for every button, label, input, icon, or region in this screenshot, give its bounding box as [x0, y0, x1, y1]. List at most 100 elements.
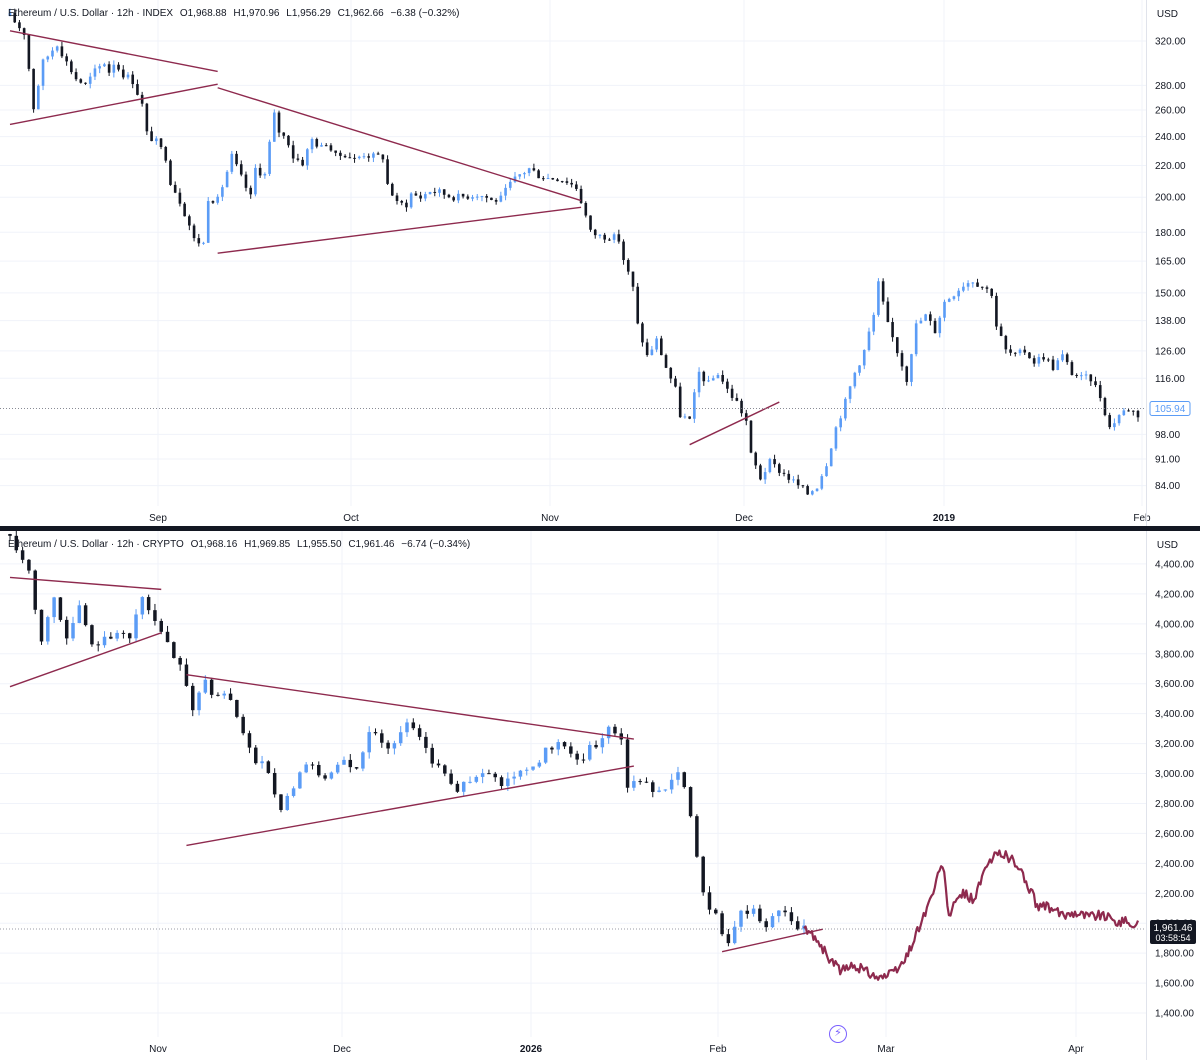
candle-body [150, 131, 153, 142]
candle-body [1080, 375, 1083, 377]
candle-body [862, 349, 866, 366]
candle-body [962, 286, 965, 291]
candle-body [398, 732, 403, 744]
candle-body [1084, 374, 1088, 376]
candle-body [433, 191, 437, 193]
candle-body [211, 201, 215, 203]
candle-body [683, 416, 687, 418]
price-tick-label: 1,600.00 [1155, 979, 1194, 990]
candle-body [222, 693, 227, 696]
candle-body [348, 157, 352, 159]
price-axis-border [1146, 0, 1147, 526]
candle-body [924, 314, 927, 321]
candle-body [990, 288, 993, 296]
pane-divider[interactable] [0, 526, 1200, 531]
candle-body [376, 153, 380, 155]
candle-body [126, 74, 130, 78]
candle-body [546, 178, 550, 180]
candle-body [622, 241, 625, 261]
candle-body [424, 736, 428, 748]
candle-body [134, 614, 138, 639]
candle-body [952, 296, 956, 299]
candle-body [730, 388, 734, 398]
candle-body [430, 747, 434, 764]
candle-body [768, 459, 772, 473]
price-tick-label: 240.00 [1155, 132, 1186, 143]
trendline [9, 30, 218, 73]
time-tick-label: Nov [149, 1044, 167, 1055]
candle-body [801, 485, 805, 487]
candle-body [447, 194, 451, 198]
symbol-label: Ethereum / U.S. Dollar · 12h · CRYPTO [8, 539, 184, 550]
time-tick-label: Nov [541, 513, 559, 524]
candle-body [461, 193, 465, 197]
price-tick-label: 4,000.00 [1155, 619, 1194, 630]
price-tick-label: 3,000.00 [1155, 769, 1194, 780]
currency-label[interactable]: USD [1156, 540, 1178, 551]
candle-body [60, 46, 64, 57]
trendline [186, 674, 634, 740]
ohlc-open: O1,968.16 [190, 539, 238, 550]
candle-body [121, 69, 125, 78]
price-tick-label: 3,800.00 [1155, 649, 1194, 660]
candle-body [651, 782, 655, 792]
candle-body [844, 398, 847, 419]
candle-body [367, 732, 371, 753]
candle-body [1047, 359, 1050, 361]
candle-body [1004, 335, 1008, 350]
lightning-icon[interactable]: ⚡ [829, 1025, 847, 1043]
candle-body [625, 739, 630, 788]
candle-body [523, 173, 526, 175]
candle-body [178, 657, 182, 665]
ohlc-change: −6.38 (−0.32%) [390, 8, 460, 19]
candle-body [405, 202, 408, 208]
candle-body [329, 772, 334, 779]
candle-body [657, 790, 661, 792]
chart-pane-bottom[interactable]: 4,400.00 4,200.00 4,000.00 3,800.00 3,600.00… [0, 531, 1200, 1060]
symbol-label: Ethereum / U.S. Dollar · 12h · INDEX [8, 8, 174, 19]
trendline [9, 83, 218, 126]
candle-body [999, 326, 1003, 336]
candle-body [140, 597, 145, 615]
chart-pane-top[interactable]: 320.00 280.00 260.00 240.00 220.00 200.00 180.… [0, 0, 1200, 526]
candle-body [64, 619, 69, 639]
candle-body [1023, 349, 1027, 353]
candle-body [711, 378, 715, 381]
candle-body [381, 154, 385, 160]
candle-body [782, 472, 786, 474]
candle-body [107, 64, 111, 73]
candle-body [594, 744, 598, 748]
candle-body [1070, 362, 1074, 375]
candle-body [55, 46, 59, 51]
time-axis: Sep Oct Nov Dec 2019 Feb [149, 513, 1151, 524]
candle-body [815, 488, 819, 492]
candle-body [600, 738, 605, 748]
candle-body [480, 196, 484, 198]
candle-body [839, 418, 842, 428]
candle-body [770, 916, 775, 928]
price-tick-label: 98.00 [1155, 430, 1180, 441]
ohlc-close: C1,962.66 [337, 8, 384, 19]
candle-body [1028, 352, 1031, 359]
ohlc-close: C1,961.46 [348, 539, 395, 550]
candle-body [513, 176, 517, 182]
candle-body [155, 138, 158, 142]
price-chart-top[interactable]: 320.00 280.00 260.00 240.00 220.00 200.00 180.… [0, 0, 1200, 526]
time-tick-label: 2019 [933, 513, 956, 524]
candle-body [919, 320, 923, 324]
candle-body [52, 597, 56, 618]
candle-body [570, 182, 573, 185]
ohlc-high: H1,970.96 [233, 8, 280, 19]
candle-body [249, 187, 253, 195]
candle-body [957, 290, 960, 297]
candle-body [457, 193, 460, 201]
currency-label[interactable]: USD [1156, 9, 1178, 20]
candle-body [806, 486, 809, 495]
candle-body [655, 338, 658, 350]
candle-body [543, 747, 548, 763]
candle-body [980, 286, 984, 288]
candle-body [475, 196, 479, 198]
price-chart-bottom[interactable]: 4,400.00 4,200.00 4,000.00 3,800.00 3,600.00… [0, 531, 1200, 1060]
candle-body [225, 171, 229, 188]
candle-body [584, 202, 588, 216]
